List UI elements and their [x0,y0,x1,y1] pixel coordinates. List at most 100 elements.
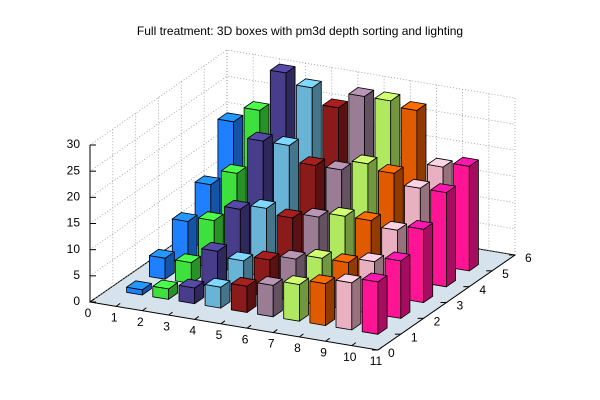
x-tick [89,298,95,303]
box-top [217,112,244,123]
box-side [298,277,309,322]
box-top [220,163,247,174]
box-side [400,254,411,319]
box-top [400,101,427,111]
z-tick-label: 10 [67,242,81,256]
box-top [227,251,254,262]
z-tick-label: 30 [67,137,81,151]
x-tick [220,320,226,325]
box-front [361,278,379,335]
y-tick-label: 5 [502,267,509,281]
box-top [204,277,231,288]
x-tick-label: 10 [343,350,357,364]
box-top [358,252,385,263]
box-top [269,63,296,74]
box-front [257,282,274,318]
box-top [276,208,303,219]
box-top [197,211,224,222]
box-top [175,253,201,264]
z-tick-label: 5 [73,268,80,282]
box-top [430,183,457,194]
z-tick-label: 20 [67,190,81,204]
box-top [361,272,388,283]
box-front [335,279,353,331]
x-tick-label: 8 [294,341,301,355]
chart-title: Full treatment: 3D boxes with pm3d depth… [137,24,463,38]
z-tick-label: 15 [67,216,81,230]
x-tick [272,329,278,333]
box-front [230,283,248,313]
box-top [381,220,408,231]
box-top [224,199,250,210]
box-side [351,276,362,331]
z-tick-label: 0 [73,294,80,308]
box-top [273,136,299,146]
box-top [126,280,152,291]
box-front [309,280,327,327]
box-top [302,207,329,218]
x-tick-label: 9 [320,345,327,359]
box-top [404,178,430,189]
box-top [283,275,309,286]
box-top [325,160,352,171]
box-top [328,206,355,217]
x-tick [194,316,200,320]
box-top [355,211,381,222]
box-side [445,185,457,288]
x-tick-label: 0 [85,306,92,320]
y-tick-label: 0 [388,346,395,360]
x-tick-label: 1 [111,311,118,325]
box-top [332,253,358,264]
box-front [204,284,222,309]
box-top [257,276,283,286]
x-tick [168,311,173,316]
box-top [296,78,322,89]
box-top [374,91,401,102]
z-tick-label: 25 [67,163,81,177]
box-top [194,175,221,186]
box-top [243,101,270,111]
box-front [148,255,166,280]
box-side [468,159,479,272]
box-top [335,273,362,284]
box-front [283,281,300,322]
box-top [426,157,453,168]
box-side [377,275,388,335]
x-tick-label: 2 [137,315,144,329]
y-tick-label: 6 [525,251,532,265]
box-top [148,248,175,259]
box-top [348,87,375,97]
x-tick-label: 5 [216,328,223,342]
x-tick [246,324,252,329]
box-top [279,249,306,260]
y-tick-label: 3 [457,299,464,313]
box-side [325,276,336,327]
x-tick [299,333,304,338]
box-top [453,156,479,167]
x-tick-label: 11 [370,354,383,368]
box-top [247,131,273,142]
x-tick [325,337,330,342]
box-top [250,198,277,209]
box-top [306,248,332,259]
x-tick-label: 7 [268,337,275,351]
x-tick [142,307,147,312]
x-tick [115,302,121,307]
box-top [309,274,336,285]
box-top [230,276,257,287]
x-tick [377,346,383,351]
box-top [178,278,205,289]
y-tick-label: 2 [434,315,441,329]
box-top [253,250,280,261]
x-tick-label: 4 [189,324,196,338]
x-tick [351,342,357,347]
box-top [384,251,411,262]
box-top [171,212,198,222]
box-top [351,154,378,165]
box-top [152,279,179,290]
x-tick-label: 3 [163,319,170,333]
box-top [322,98,348,109]
box-top [407,219,434,230]
y-tick-label: 1 [411,330,418,344]
